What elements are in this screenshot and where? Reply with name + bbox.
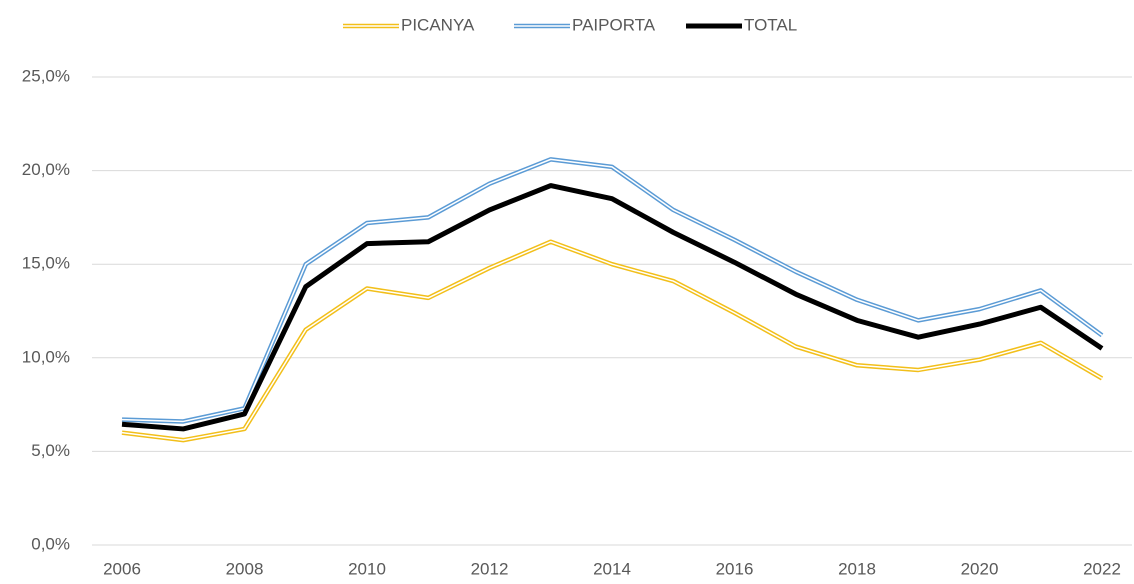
y-tick-label: 20,0% [22, 160, 70, 179]
series-line-inner [121, 240, 1103, 441]
y-tick-label: 10,0% [22, 347, 70, 366]
x-tick-label: 2016 [716, 559, 754, 578]
y-tick-label: 0,0% [31, 534, 70, 553]
series-line [121, 239, 1104, 443]
y-tick-label: 5,0% [31, 441, 70, 460]
x-tick-label: 2020 [961, 559, 999, 578]
x-tick-label: 2014 [593, 559, 631, 578]
x-tick-label: 2012 [471, 559, 509, 578]
x-tick-label: 2018 [838, 559, 876, 578]
x-tick-label: 2006 [103, 559, 141, 578]
y-tick-label: 15,0% [22, 254, 70, 273]
x-tick-label: 2008 [226, 559, 264, 578]
y-tick-label: 25,0% [22, 66, 70, 85]
legend-label: PAIPORTA [572, 15, 656, 34]
series-line [121, 183, 1104, 432]
x-tick-label: 2010 [348, 559, 386, 578]
legend-label: TOTAL [744, 15, 797, 34]
x-tick-label: 2022 [1083, 559, 1121, 578]
series-line-inner [121, 158, 1103, 423]
legend-label: PICANYA [401, 15, 475, 34]
